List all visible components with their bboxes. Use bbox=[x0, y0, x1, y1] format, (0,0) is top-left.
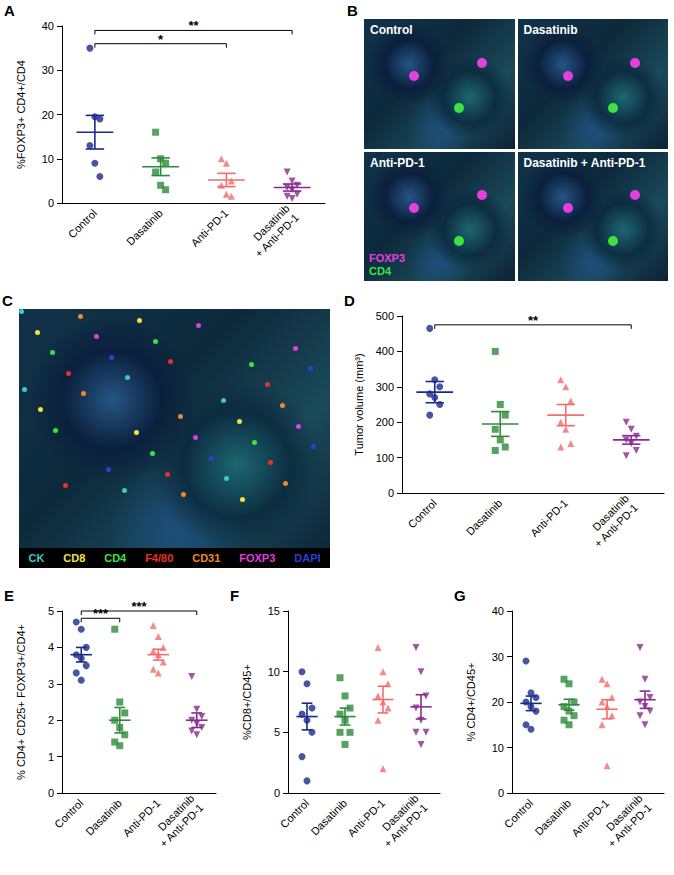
svg-text:200: 200 bbox=[376, 416, 394, 428]
svg-text:***: *** bbox=[93, 606, 109, 621]
svg-text:15: 15 bbox=[268, 605, 280, 617]
html-text:Dasatinib: Dasatinib bbox=[523, 23, 578, 37]
html-text:A: A bbox=[4, 2, 15, 19]
svg-text:Control: Control bbox=[52, 797, 86, 831]
svg-text:Anti-PD-1: Anti-PD-1 bbox=[345, 797, 387, 839]
svg-text:Anti-PD-1: Anti-PD-1 bbox=[569, 797, 611, 839]
svg-text:Dasatinib: Dasatinib bbox=[155, 792, 197, 833]
svg-text:% CD4+ CD25+ FOXP3+/CD4+: % CD4+ CD25+ FOXP3+/CD4+ bbox=[15, 624, 27, 780]
svg-text:+ Anti-PD-1: + Anti-PD-1 bbox=[605, 801, 653, 849]
svg-text:3: 3 bbox=[48, 678, 54, 690]
svg-text:**: ** bbox=[528, 313, 539, 328]
html-text:E: E bbox=[4, 587, 14, 604]
svg-text:Control: Control bbox=[66, 207, 100, 241]
html-text:Dasatinib + Anti-PD-1: Dasatinib + Anti-PD-1 bbox=[523, 155, 646, 170]
svg-text:+ Anti-PD-1: + Anti-PD-1 bbox=[253, 211, 301, 259]
svg-text:20: 20 bbox=[492, 696, 504, 708]
svg-text:Dasatinib: Dasatinib bbox=[250, 202, 292, 243]
svg-text:Dasatinib: Dasatinib bbox=[590, 492, 631, 533]
svg-text:20: 20 bbox=[42, 109, 54, 121]
html-text:F: F bbox=[230, 587, 240, 604]
svg-text:10: 10 bbox=[268, 666, 280, 678]
svg-text:Dasatinib: Dasatinib bbox=[603, 792, 645, 833]
svg-text:0: 0 bbox=[48, 197, 54, 209]
svg-text:+ Anti-PD-1: + Anti-PD-1 bbox=[157, 801, 205, 849]
svg-text:Dasatinib: Dasatinib bbox=[308, 797, 349, 838]
svg-text:5: 5 bbox=[274, 726, 280, 738]
svg-text:*: * bbox=[158, 32, 164, 47]
html-text:Control: Control bbox=[370, 23, 413, 37]
svg-text:Dasatinib: Dasatinib bbox=[124, 207, 165, 248]
svg-text:400: 400 bbox=[376, 345, 394, 357]
html-text:G: G bbox=[454, 587, 466, 604]
svg-text:10: 10 bbox=[492, 742, 504, 754]
svg-text:100: 100 bbox=[376, 452, 394, 464]
svg-text:**: ** bbox=[188, 18, 199, 33]
html-text:FOXP3: FOXP3 bbox=[369, 252, 406, 264]
svg-text:2: 2 bbox=[48, 714, 54, 726]
html-text:B: B bbox=[347, 2, 358, 19]
svg-text:%CD8+/CD45+: %CD8+/CD45+ bbox=[241, 664, 253, 740]
svg-text:Control: Control bbox=[278, 797, 312, 831]
svg-text:1: 1 bbox=[48, 751, 54, 763]
html-text:F4/80: F4/80 bbox=[145, 552, 174, 564]
svg-text:5: 5 bbox=[48, 605, 54, 617]
svg-text:Dasatinib: Dasatinib bbox=[532, 797, 573, 838]
svg-text:Tumor volume (mm³): Tumor volume (mm³) bbox=[353, 353, 365, 455]
svg-text:%FOXP3+ CD4+/CD4: %FOXP3+ CD4+/CD4 bbox=[15, 60, 27, 169]
svg-text:0: 0 bbox=[48, 787, 54, 799]
svg-text:500: 500 bbox=[376, 310, 394, 322]
html-text:C: C bbox=[2, 292, 13, 309]
svg-text:0: 0 bbox=[388, 487, 394, 499]
svg-text:+ Anti-PD-1: + Anti-PD-1 bbox=[381, 801, 429, 849]
svg-text:Control: Control bbox=[502, 797, 536, 831]
html-text:CD4: CD4 bbox=[369, 265, 391, 277]
svg-text:+ Anti-PD-1: + Anti-PD-1 bbox=[592, 501, 640, 549]
svg-text:***: *** bbox=[131, 599, 147, 614]
svg-text:40: 40 bbox=[42, 20, 54, 32]
svg-text:4: 4 bbox=[48, 641, 54, 653]
svg-text:0: 0 bbox=[274, 787, 280, 799]
html-text:Anti-PD-1: Anti-PD-1 bbox=[370, 155, 425, 170]
html-text:CD31: CD31 bbox=[192, 552, 221, 564]
svg-text:30: 30 bbox=[492, 651, 504, 663]
svg-text:300: 300 bbox=[376, 381, 394, 393]
svg-text:Dasatinib: Dasatinib bbox=[464, 497, 505, 538]
svg-text:Anti-PD-1: Anti-PD-1 bbox=[188, 207, 230, 249]
html-text:D: D bbox=[344, 292, 355, 309]
svg-text:Dasatinib: Dasatinib bbox=[83, 797, 124, 838]
svg-text:Control: Control bbox=[405, 497, 439, 531]
html-text:CD8: CD8 bbox=[63, 552, 86, 564]
html-text:DAPI: DAPI bbox=[294, 552, 321, 564]
html-text:CD4: CD4 bbox=[104, 552, 127, 564]
svg-text:30: 30 bbox=[42, 64, 54, 76]
svg-text:10: 10 bbox=[42, 153, 54, 165]
html-text:CK: CK bbox=[28, 552, 45, 564]
svg-text:40: 40 bbox=[492, 605, 504, 617]
svg-text:Dasatinib: Dasatinib bbox=[379, 792, 421, 833]
svg-text:% CD4+/CD45+: % CD4+/CD45+ bbox=[465, 663, 477, 742]
svg-text:0: 0 bbox=[498, 787, 504, 799]
svg-text:Anti-PD-1: Anti-PD-1 bbox=[120, 797, 162, 839]
html-text:FOXP3: FOXP3 bbox=[239, 552, 276, 564]
svg-text:Anti-PD-1: Anti-PD-1 bbox=[528, 497, 570, 539]
